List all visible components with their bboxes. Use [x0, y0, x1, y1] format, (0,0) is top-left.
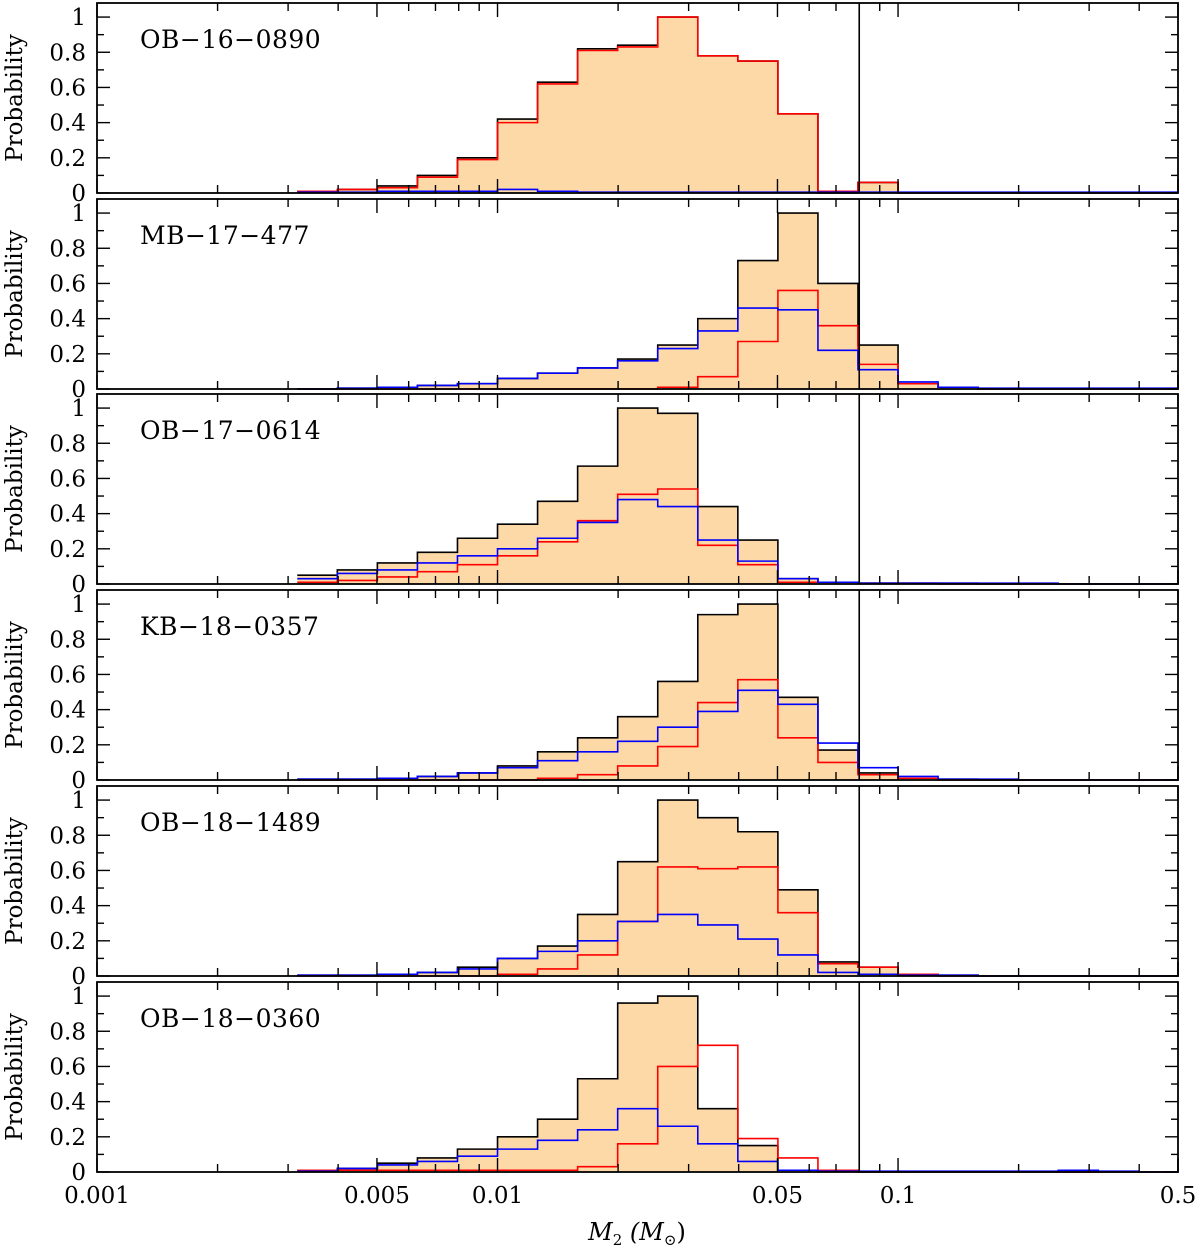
y-tick-label: 0	[71, 1160, 86, 1186]
y-tick-label: 0	[71, 181, 86, 207]
y-axis-title: Probability	[2, 34, 28, 162]
panel-3: 0 0.2 0.4 0.6 0.8 1 Probability OB−17−0614	[2, 393, 1179, 598]
y-tick-label: 0.4	[49, 698, 86, 724]
panel-frame	[96, 393, 1179, 585]
x-tick-label: 0.005	[344, 1183, 410, 1209]
y-tick-label: 0.6	[49, 271, 86, 297]
total-fill-area	[297, 17, 1179, 194]
x-tick-label: 0.001	[64, 1183, 130, 1209]
y-tick-label: 1	[71, 5, 86, 31]
panel-frame	[96, 981, 1179, 1173]
y-tick-label: 0.8	[49, 627, 86, 653]
y-axis-title: Probability	[2, 1013, 28, 1141]
total-fill-area	[297, 800, 1179, 976]
y-axis-title: Probability	[2, 230, 28, 358]
panel-frame	[96, 785, 1179, 977]
y-axis-title: Probability	[2, 817, 28, 945]
blue-histogram-line	[297, 307, 1179, 390]
y-tick-label: 0	[71, 768, 86, 794]
panel-title: MB−17−477	[140, 221, 310, 250]
panel-frame	[96, 198, 1179, 390]
y-tick-label: 0.4	[49, 307, 86, 333]
y-tick-label: 0.2	[49, 1125, 86, 1151]
y-tick-label: 0	[71, 572, 86, 598]
y-tick-label: 0.6	[49, 662, 86, 688]
panel-title: OB−17−0614	[140, 416, 321, 445]
panel-4: 0 0.2 0.4 0.6 0.8 1 Probability KB−18−0357	[2, 589, 1179, 794]
y-tick-label: 0.8	[49, 40, 86, 66]
y-tick-label: 0.2	[49, 146, 86, 172]
x-tick-label: 0.5	[1160, 1183, 1197, 1209]
y-tick-label: 0.2	[49, 733, 86, 759]
y-tick-label: 1	[71, 201, 86, 227]
panel-frame	[96, 589, 1179, 781]
y-tick-label: 0.4	[49, 1090, 86, 1116]
y-tick-label: 1	[71, 788, 86, 814]
y-tick-label: 0.2	[49, 537, 86, 563]
panel-2: 0 0.2 0.4 0.6 0.8 1 Probability MB−17−477	[2, 198, 1179, 403]
x-tick-label: 0.05	[752, 1183, 803, 1209]
panel-6: 0 0.2 0.4 0.6 0.8 1 Probability OB−18−0360	[2, 981, 1179, 1186]
y-tick-label: 1	[71, 984, 86, 1010]
panel-5: 0 0.2 0.4 0.6 0.8 1 Probability OB−18−1489	[2, 785, 1179, 990]
y-tick-label: 0.6	[49, 466, 86, 492]
panel-1: 0 0.2 0.4 0.6 0.8 1 Probability OB−16−0890	[2, 2, 1179, 207]
y-tick-label: 0.2	[49, 929, 86, 955]
x-axis-tick-labels: 0.001 0.005 0.01 0.05 0.1 0.5	[64, 1183, 1196, 1209]
panel-title: OB−16−0890	[140, 25, 321, 54]
y-tick-label: 0.6	[49, 75, 86, 101]
y-tick-label: 0.8	[49, 1019, 86, 1045]
panel-title: OB−18−1489	[140, 808, 321, 837]
y-tick-label: 0.4	[49, 111, 86, 137]
total-fill-area	[297, 408, 1179, 584]
panel-frame	[96, 2, 1179, 194]
y-tick-label: 0.8	[49, 431, 86, 457]
y-tick-label: 0	[71, 964, 86, 990]
y-tick-label: 0.4	[49, 894, 86, 920]
y-tick-label: 0.6	[49, 1054, 86, 1080]
y-tick-label: 1	[71, 592, 86, 618]
x-tick-label: 0.01	[472, 1183, 523, 1209]
panel-title: KB−18−0357	[140, 612, 319, 641]
y-axis-title: Probability	[2, 425, 28, 553]
y-tick-label: 0	[71, 377, 86, 403]
y-tick-label: 0.2	[49, 342, 86, 368]
x-axis-title: M2 (M⊙)	[587, 1218, 686, 1249]
y-axis-title: Probability	[2, 621, 28, 749]
y-tick-label: 0.4	[49, 502, 86, 528]
y-tick-label: 0.8	[49, 823, 86, 849]
y-tick-label: 0.6	[49, 858, 86, 884]
y-tick-label: 0.8	[49, 236, 86, 262]
y-tick-label: 1	[71, 396, 86, 422]
panel-title: OB−18−0360	[140, 1004, 321, 1033]
x-tick-label: 0.1	[880, 1183, 917, 1209]
